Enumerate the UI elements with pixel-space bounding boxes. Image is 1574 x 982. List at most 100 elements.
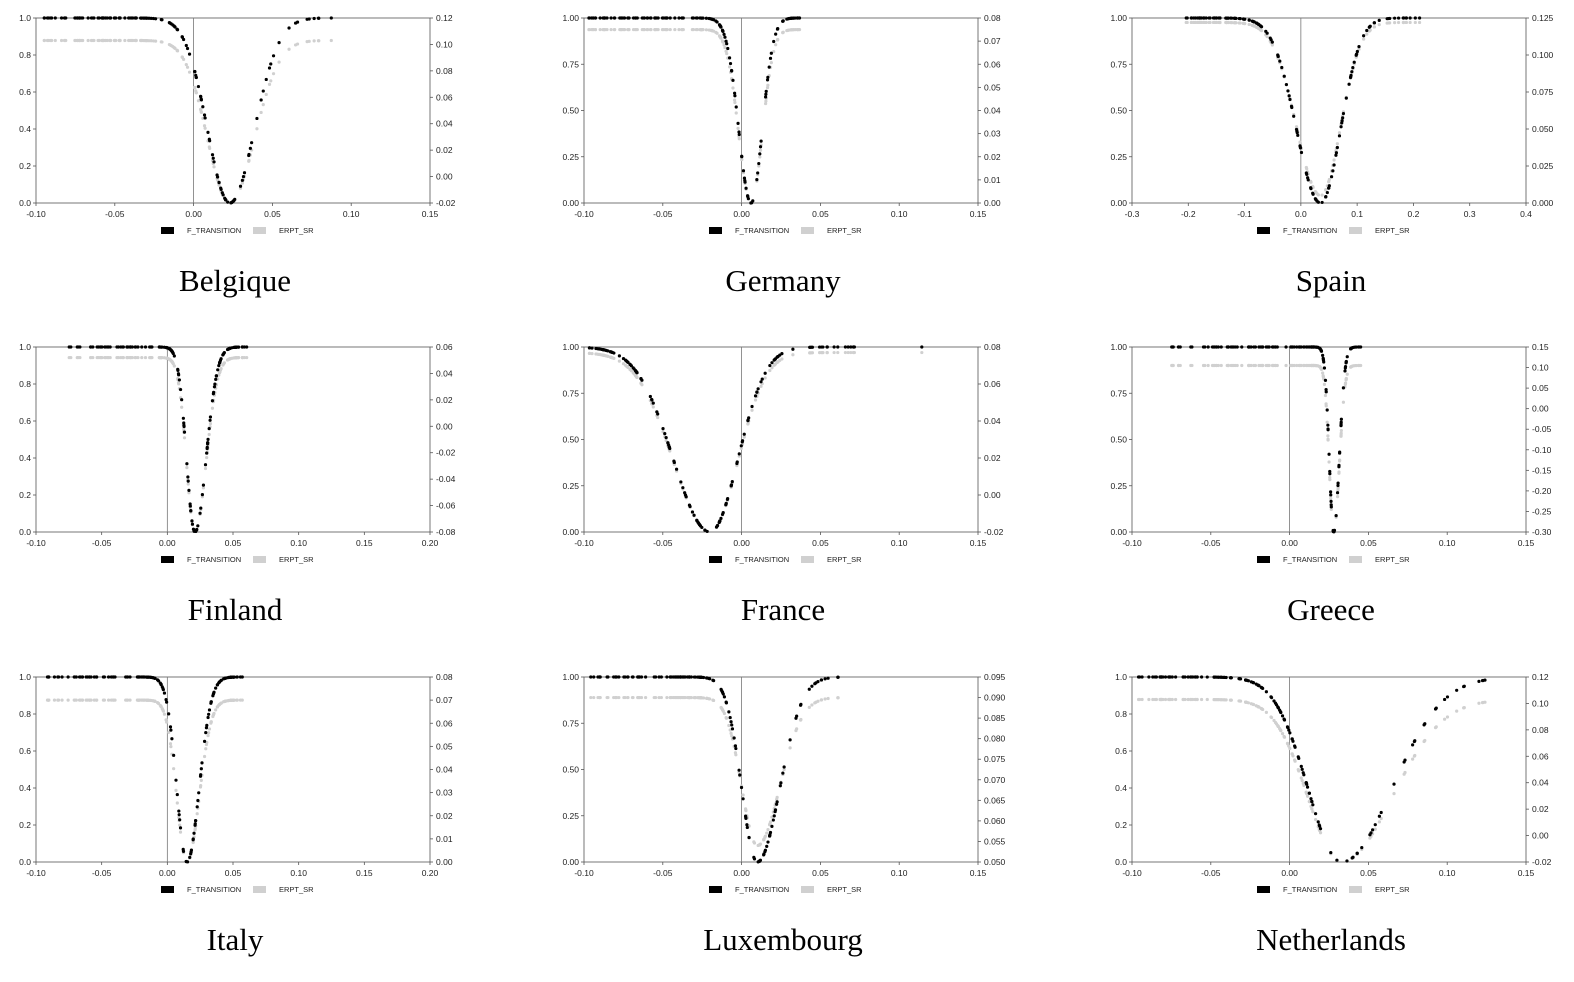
f-transition-point [131,16,135,20]
erpt-sr-point [103,38,108,43]
erpt-sr-point [1401,20,1405,25]
erpt-sr-point [1205,697,1209,702]
y2-tick-label: 0.00 [436,857,453,867]
f-transition-point [598,675,602,679]
erpt-sr-point [169,43,173,48]
f-transition-point [182,423,186,427]
f-transition-point [222,351,226,355]
f-transition-point [175,28,180,32]
erpt-sr-point [1379,816,1383,821]
erpt-sr-point [231,698,235,702]
erpt-sr-point [269,79,273,83]
erpt-sr-point [133,355,137,360]
erpt-sr-point [734,111,738,115]
f-transition-point [62,16,67,20]
f-transition-point [184,859,188,864]
x-tick-label: -0.10 [26,538,46,548]
f-transition-point [730,479,734,484]
erpt-sr-point [819,698,824,702]
f-transition-point [1336,481,1340,485]
chart-svg: -0.10 -0.05 0.00 0.05 0.10 0.15 0.0 0.2 0.4 0.6 0.… [19,13,455,235]
erpt-sr-point [774,43,778,47]
erpt-sr-point [674,695,678,700]
x-tick-label: 0.05 [225,538,242,548]
f-transition-point [1235,345,1239,349]
f-transition-point [182,430,187,434]
erpt-sr-point [175,801,179,805]
f-transition-point [722,695,727,699]
y-tick-label: 1.00 [1110,342,1127,352]
f-transition-point [1329,499,1333,503]
f-transition-point [1368,24,1372,28]
erpt-sr-point [133,38,137,43]
erpt-sr-point [245,355,249,360]
f-transition-point [759,139,763,143]
erpt-sr-point [1377,820,1381,824]
f-transition-point [1153,675,1157,679]
x-tick-label: 0.1 [1351,209,1363,219]
y2-tick-label: 0.04 [436,765,453,775]
y2-tick-label: -0.15 [1532,465,1552,475]
series-f-transition [45,675,244,864]
erpt-sr-point [113,38,117,43]
legend-swatch-f-transition [161,556,174,563]
f-transition-point [1354,52,1359,56]
y-tick-label: 0.75 [562,59,579,69]
erpt-sr-point [1261,707,1265,712]
series-erpt-sr [42,38,333,205]
erpt-sr-point [217,371,222,375]
erpt-sr-point [1324,404,1328,408]
erpt-sr-point [590,351,594,356]
f-transition-point [1385,17,1389,21]
erpt-sr-point [750,408,754,412]
erpt-sr-point [100,355,104,360]
f-transition-point [1255,21,1259,25]
erpt-sr-point [142,698,146,702]
erpt-sr-point [187,70,192,74]
erpt-sr-point [587,351,592,355]
erpt-sr-point [598,352,602,357]
f-transition-point [663,431,667,436]
f-transition-point [219,186,223,190]
f-transition-point [196,798,200,803]
f-transition-point [1295,345,1299,349]
f-transition-point [77,16,81,20]
f-transition-point [1249,345,1253,349]
f-transition-point [795,16,800,20]
x-tick-label: 0.10 [1439,868,1456,878]
erpt-sr-point [1191,697,1195,702]
f-transition-point [168,725,173,729]
erpt-sr-point [1188,697,1193,702]
erpt-sr-point [790,28,794,32]
f-transition-point [202,739,207,743]
f-transition-point [1295,129,1299,133]
series-f-transition [1184,16,1422,205]
f-transition-point [1422,723,1426,727]
f-transition-point [216,368,220,372]
f-transition-point [1340,121,1344,125]
erpt-sr-point [1318,365,1322,369]
f-transition-point [235,675,239,679]
f-transition-point [764,92,768,96]
f-transition-point [192,831,196,835]
erpt-sr-point [619,27,623,32]
f-transition-point [316,16,321,20]
f-transition-point [1280,714,1285,718]
f-transition-point [750,404,754,409]
f-transition-point [768,56,773,60]
f-transition-point [819,678,824,682]
erpt-sr-point [1325,420,1329,424]
erpt-sr-point [1195,697,1199,702]
f-transition-point [1230,16,1234,20]
chart-panel-netherlands: -0.10 -0.05 0.00 0.05 0.10 0.15 0.0 0.2 0.4 0.6 0.… [1096,659,1574,982]
erpt-sr-point [813,701,817,705]
f-transition-point [1356,345,1361,349]
f-transition-point [1339,125,1343,129]
f-transition-point [1341,116,1345,120]
f-transition-point [756,860,760,864]
y-tick-label: 0.00 [562,857,579,867]
erpt-sr-point [89,355,93,360]
y2-tick-label: 0.100 [1532,50,1554,60]
erpt-sr-point [208,146,212,150]
f-transition-point [731,78,735,82]
